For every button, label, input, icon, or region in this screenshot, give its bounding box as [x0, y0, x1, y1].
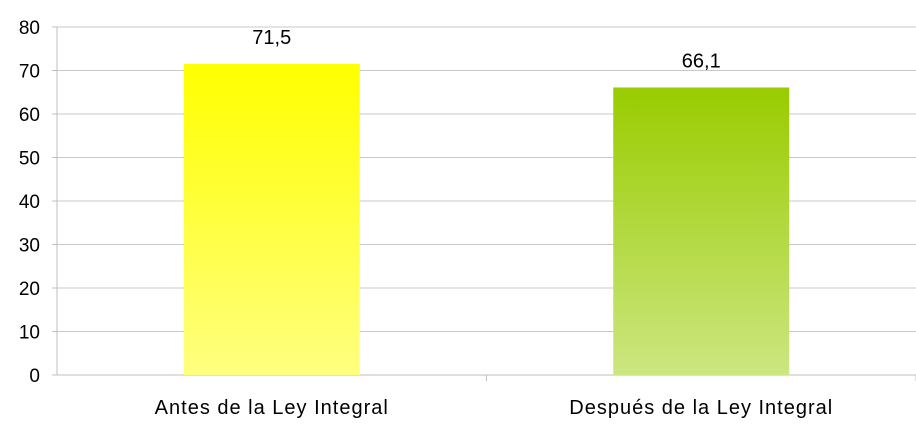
y-tick-label: 80: [19, 18, 40, 39]
x-axis-tick-labels: Antes de la Ley Integral Después de la Le…: [155, 397, 833, 419]
x-tick-label: Después de la Ley Integral: [569, 397, 833, 419]
y-tick-label: 40: [19, 192, 40, 213]
data-label: 71,5: [252, 27, 291, 49]
bar-1: [183, 63, 360, 375]
y-tick-label: 70: [19, 62, 40, 83]
bars: [183, 63, 790, 375]
x-tick-label: Antes de la Ley Integral: [155, 397, 389, 419]
y-tick-label: 10: [19, 323, 40, 344]
data-label: 66,1: [682, 50, 721, 72]
y-tick-label: 50: [19, 149, 40, 170]
data-labels: 71,5 66,1: [252, 27, 720, 72]
y-axis-tick-labels: 0 10 20 30 40 50 60 70 80: [19, 18, 40, 387]
y-tick-label: 20: [19, 279, 40, 300]
y-tick-label: 0: [29, 366, 40, 387]
y-tick-label: 30: [19, 236, 40, 257]
y-tick-label: 60: [19, 105, 40, 126]
bar-2: [613, 87, 790, 375]
